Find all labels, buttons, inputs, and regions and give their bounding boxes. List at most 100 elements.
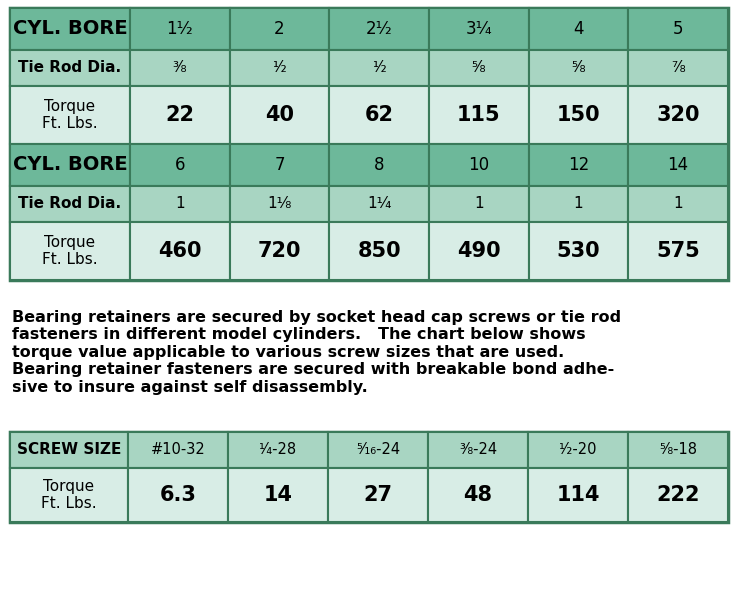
Text: CYL. BORE: CYL. BORE (13, 156, 128, 175)
Bar (130, 86, 230, 144)
Text: ⁵⁄₈-18: ⁵⁄₈-18 (659, 442, 697, 458)
Bar (628, 432, 728, 468)
Text: 850: 850 (357, 241, 401, 261)
Text: ³⁄₈: ³⁄₈ (173, 60, 187, 76)
Bar (628, 222, 728, 280)
Bar (528, 468, 628, 522)
Text: 3¹⁄₄: 3¹⁄₄ (466, 20, 492, 38)
Bar (230, 86, 329, 144)
Bar (10, 432, 728, 522)
Text: Tie Rod Dia.: Tie Rod Dia. (18, 197, 122, 211)
Text: 490: 490 (457, 241, 500, 261)
Text: 320: 320 (656, 105, 700, 125)
Bar (10, 144, 130, 186)
Text: 7: 7 (275, 156, 285, 174)
Bar (230, 144, 329, 186)
Text: 1: 1 (175, 197, 184, 211)
Text: 1¹⁄₈: 1¹⁄₈ (267, 197, 292, 211)
Text: Torque
Ft. Lbs.: Torque Ft. Lbs. (42, 99, 98, 131)
Text: Tie Rod Dia.: Tie Rod Dia. (18, 60, 122, 76)
Bar (628, 186, 728, 222)
Bar (329, 8, 429, 50)
Text: 575: 575 (656, 241, 700, 261)
Text: ¹⁄₂-20: ¹⁄₂-20 (559, 442, 597, 458)
Bar (130, 222, 230, 280)
Bar (628, 50, 728, 86)
Bar (528, 8, 628, 50)
Bar (528, 222, 628, 280)
Text: ⁵⁄₈: ⁵⁄₈ (571, 60, 586, 76)
Bar (10, 222, 130, 280)
Text: 530: 530 (556, 241, 600, 261)
Bar (230, 8, 329, 50)
Text: Torque
Ft. Lbs.: Torque Ft. Lbs. (42, 235, 98, 267)
Bar (429, 144, 528, 186)
Bar (10, 86, 130, 144)
Bar (628, 8, 728, 50)
Text: 1¹⁄₂: 1¹⁄₂ (167, 20, 193, 38)
Text: 27: 27 (364, 485, 393, 505)
Bar (329, 186, 429, 222)
Bar (329, 86, 429, 144)
Text: 150: 150 (556, 105, 600, 125)
Bar (228, 432, 328, 468)
Text: 2: 2 (275, 20, 285, 38)
Bar (10, 8, 728, 280)
Text: 62: 62 (365, 105, 393, 125)
Text: 10: 10 (469, 156, 489, 174)
Text: 14: 14 (263, 485, 292, 505)
Text: 720: 720 (258, 241, 301, 261)
Text: 5: 5 (673, 20, 683, 38)
Bar (429, 8, 528, 50)
Text: 6.3: 6.3 (159, 485, 196, 505)
Bar (128, 432, 228, 468)
Bar (528, 186, 628, 222)
Bar (10, 468, 128, 522)
Bar (328, 432, 428, 468)
Text: SCREW SIZE: SCREW SIZE (17, 442, 121, 458)
Text: 1: 1 (673, 197, 683, 211)
Bar (230, 186, 329, 222)
Text: ⁷⁄₈: ⁷⁄₈ (671, 60, 686, 76)
Text: 1: 1 (474, 197, 483, 211)
Text: 8: 8 (374, 156, 384, 174)
Text: 22: 22 (165, 105, 194, 125)
Text: ¹⁄₂: ¹⁄₂ (272, 60, 287, 76)
Bar (328, 468, 428, 522)
Text: 460: 460 (158, 241, 201, 261)
Text: 14: 14 (668, 156, 689, 174)
Bar (10, 186, 130, 222)
Bar (528, 50, 628, 86)
Text: 4: 4 (573, 20, 584, 38)
Bar (230, 50, 329, 86)
Text: ⁵⁄₈: ⁵⁄₈ (472, 60, 486, 76)
Bar (10, 50, 130, 86)
Bar (10, 432, 128, 468)
Bar (130, 144, 230, 186)
Bar (130, 50, 230, 86)
Text: 40: 40 (265, 105, 294, 125)
Bar (528, 86, 628, 144)
Bar (528, 144, 628, 186)
Text: CYL. BORE: CYL. BORE (13, 20, 128, 38)
Bar (429, 222, 528, 280)
Bar (628, 86, 728, 144)
Bar (628, 144, 728, 186)
Text: #10-32: #10-32 (151, 442, 205, 458)
Bar (10, 8, 130, 50)
Bar (329, 222, 429, 280)
Text: ¹⁄₂: ¹⁄₂ (372, 60, 387, 76)
Bar (130, 8, 230, 50)
Text: 12: 12 (568, 156, 589, 174)
Text: 1¹⁄₄: 1¹⁄₄ (367, 197, 391, 211)
Text: 6: 6 (175, 156, 185, 174)
Bar (429, 186, 528, 222)
Bar (329, 144, 429, 186)
Text: 1: 1 (573, 197, 583, 211)
Bar (428, 468, 528, 522)
Text: Torque
Ft. Lbs.: Torque Ft. Lbs. (41, 479, 97, 511)
Bar (428, 432, 528, 468)
Text: 115: 115 (457, 105, 500, 125)
Bar (429, 86, 528, 144)
Bar (628, 468, 728, 522)
